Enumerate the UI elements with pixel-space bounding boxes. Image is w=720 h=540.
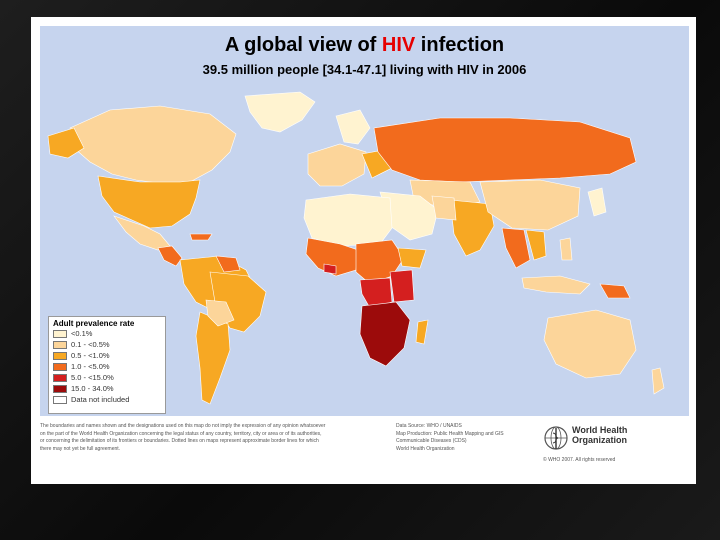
- greenland: [244, 91, 316, 133]
- southern-africa: [359, 301, 411, 367]
- west-africa-high: [323, 263, 337, 275]
- legend-label: 0.5 - <1.0%: [71, 351, 110, 360]
- legend-label: <0.1%: [71, 329, 93, 338]
- title-highlight: HIV: [381, 34, 416, 56]
- scandinavia: [335, 109, 371, 145]
- legend-label: 5.0 - <15.0%: [71, 373, 114, 382]
- east-africa: [389, 269, 415, 303]
- new-zealand: [651, 367, 665, 395]
- western-europe: [307, 143, 367, 187]
- indonesia: [521, 275, 591, 295]
- who-emblem-icon: [544, 426, 568, 450]
- legend-swatch: [53, 385, 67, 393]
- canada: [69, 105, 237, 185]
- world-map-svg: [47, 91, 665, 405]
- title-band: A global view of HIV infection 39.5 mill…: [40, 26, 689, 88]
- philippines: [559, 237, 573, 261]
- map-subtitle: 39.5 million people [34.1-47.1] living w…: [202, 62, 527, 77]
- central-america: [157, 245, 183, 267]
- myanmar-thailand: [501, 227, 531, 269]
- australia: [543, 309, 637, 379]
- legend-swatch: [53, 330, 67, 338]
- north-africa: [303, 193, 393, 247]
- legend-label: 0.1 - <0.5%: [71, 340, 110, 349]
- united-states: [97, 175, 201, 229]
- disclaimer-line: on the part of the World Health Organiza…: [40, 430, 322, 437]
- who-organization-name: World Health Organization: [572, 425, 627, 445]
- org-line-1: World Health: [572, 425, 628, 435]
- legend-label: 15.0 - 34.0%: [71, 384, 114, 393]
- caribbean: [189, 233, 213, 241]
- horn-of-africa: [397, 247, 427, 269]
- papua-new-guinea: [599, 283, 631, 299]
- map-title: A global view of HIV infection: [40, 34, 689, 57]
- title-suffix: infection: [415, 34, 505, 56]
- legend-swatch: [53, 352, 67, 360]
- legend-swatch: [53, 396, 67, 404]
- legend-swatch: [53, 363, 67, 371]
- indochina: [525, 229, 547, 261]
- disclaimer-line: The boundaries and names shown and the d…: [40, 423, 326, 429]
- copyright-text: © WHO 2007. All rights reserved: [543, 457, 616, 463]
- source-line: Data Source: WHO / UNAIDS: [396, 423, 462, 429]
- org-line-2: Organization: [572, 435, 628, 445]
- data-source: Data Source: WHO / UNAIDS Map Production…: [396, 423, 531, 453]
- legend-swatch: [53, 374, 67, 382]
- disclaimer-line: or concerning the delimitation of its fr…: [40, 438, 319, 444]
- legend-label: 1.0 - <5.0%: [71, 362, 110, 371]
- pakistan-afghanistan: [431, 195, 457, 221]
- guyana-suriname: [215, 255, 241, 273]
- japan-korea: [587, 187, 607, 217]
- legend-swatch: [53, 341, 67, 349]
- alaska: [47, 127, 85, 159]
- bolivia-paraguay: [205, 299, 235, 327]
- legend-label: Data not included: [71, 395, 130, 404]
- disclaimer-text: The boundaries and names shown and the d…: [40, 423, 380, 453]
- source-line: World Health Organization: [396, 445, 455, 452]
- title-prefix: A global view of: [224, 34, 382, 56]
- russia: [373, 117, 637, 183]
- legend-title: Adult prevalence rate: [53, 319, 135, 328]
- source-line: Map Production: Public Health Mapping an…: [396, 430, 504, 437]
- madagascar: [415, 319, 429, 345]
- slide: A global view of HIV infection 39.5 mill…: [31, 17, 696, 484]
- west-africa: [305, 237, 359, 277]
- world-map: Adult prevalence rate <0.1% 0.1 - <0.5% …: [40, 88, 689, 416]
- disclaimer-line: there may not yet be full agreement.: [40, 445, 121, 452]
- china: [479, 179, 581, 231]
- legend: Adult prevalence rate <0.1% 0.1 - <0.5% …: [48, 316, 166, 414]
- southern-cone: [195, 311, 231, 405]
- map-footer: The boundaries and names shown and the d…: [40, 419, 689, 477]
- source-line: Communicable Diseases (CDS): [396, 438, 467, 444]
